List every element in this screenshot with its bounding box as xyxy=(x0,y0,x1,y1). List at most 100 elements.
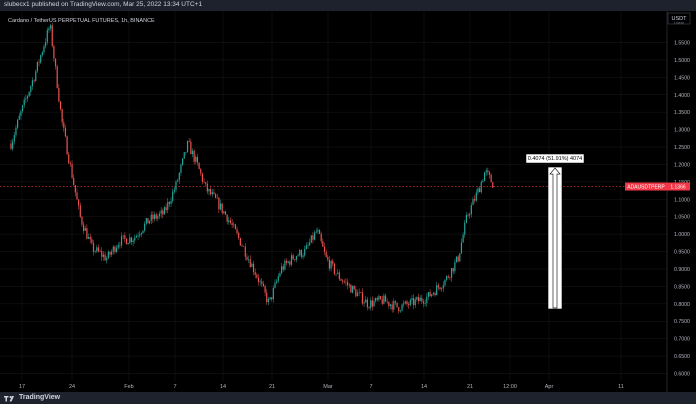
candle-body xyxy=(474,199,476,201)
candle-body xyxy=(330,260,332,269)
tradingview-brand[interactable]: TradingView xyxy=(19,394,61,401)
candle-body xyxy=(224,211,227,215)
candle-body xyxy=(149,220,151,224)
candle-body xyxy=(61,109,63,123)
x-tick-label: 21 xyxy=(269,384,275,390)
candle-body xyxy=(347,282,349,286)
candle-body xyxy=(464,222,466,235)
header-bar: slubecx1 published on TradingView.com, M… xyxy=(0,0,696,11)
candle-body xyxy=(343,281,345,283)
candle-body xyxy=(125,238,128,245)
candle-body xyxy=(337,272,339,274)
tradingview-logo-icon[interactable] xyxy=(4,395,16,402)
candle-body xyxy=(439,287,441,290)
candle-body xyxy=(190,141,192,155)
candle-body xyxy=(18,115,20,120)
candle-body xyxy=(386,301,388,303)
candle-body xyxy=(112,246,114,252)
candle-body xyxy=(236,229,238,234)
candle-body xyxy=(271,297,273,300)
candle-body xyxy=(26,96,29,99)
candle-body xyxy=(78,199,80,206)
candle-body xyxy=(487,170,489,173)
candle-body xyxy=(119,244,121,246)
x-tick-label: 17 xyxy=(19,384,25,390)
candle-body xyxy=(467,214,469,216)
y-tick-label: 0.7000 xyxy=(674,337,690,343)
candle-body xyxy=(348,284,350,286)
candle-body xyxy=(492,182,494,188)
candle-body xyxy=(74,185,76,193)
candle-body xyxy=(58,88,60,102)
candle-body xyxy=(361,292,364,304)
candle-body xyxy=(284,260,286,270)
candle-body xyxy=(307,245,309,246)
candle-body xyxy=(434,292,436,296)
candle-body xyxy=(368,307,370,308)
candle-body xyxy=(140,233,142,235)
candle-body xyxy=(203,181,205,183)
candle-body xyxy=(50,25,52,29)
candle-body xyxy=(304,249,306,256)
y-tick-label: 1.4500 xyxy=(674,75,690,81)
y-tick-label: 1.5000 xyxy=(674,58,690,64)
y-tick-label: 0.6000 xyxy=(674,372,690,378)
candle-body xyxy=(426,296,428,304)
candle-body xyxy=(259,281,261,283)
candle-body xyxy=(482,181,484,183)
candle-body xyxy=(310,235,312,243)
candle-body xyxy=(116,247,118,252)
candle-body xyxy=(342,280,344,282)
y-tick-label: 0.7500 xyxy=(674,319,690,325)
candle-body xyxy=(33,80,35,81)
candle-body xyxy=(404,301,406,304)
candle-body xyxy=(398,307,400,312)
candle-body xyxy=(279,273,281,277)
candle-body xyxy=(406,301,408,305)
candle-body xyxy=(132,240,134,243)
candle-body xyxy=(68,154,70,164)
candle-body xyxy=(299,250,301,256)
candle-body xyxy=(162,210,164,215)
candle-body xyxy=(89,237,91,240)
candle-body xyxy=(86,228,88,239)
candle-body xyxy=(177,180,179,182)
candle-body xyxy=(246,256,248,260)
candle-body xyxy=(150,214,152,221)
candle-body xyxy=(371,300,373,307)
candle-body xyxy=(41,52,43,56)
candle-body xyxy=(248,259,250,261)
candle-body xyxy=(409,300,411,306)
candle-body xyxy=(381,299,383,304)
footer-bar: TradingView xyxy=(0,392,696,404)
candle-body xyxy=(157,216,159,219)
candle-body xyxy=(282,266,284,270)
candle-body xyxy=(289,261,291,265)
candle-body xyxy=(447,276,449,278)
candle-body xyxy=(201,173,203,182)
candle-body xyxy=(144,223,146,231)
candle-body xyxy=(444,279,446,286)
candle-body xyxy=(145,218,147,224)
candle-body xyxy=(48,28,50,31)
candle-body xyxy=(332,260,334,264)
candle-body xyxy=(327,256,329,260)
candle-body xyxy=(243,246,245,247)
currency-badge[interactable] xyxy=(667,12,691,25)
price-chart[interactable]: 0.4074 (51.91%) 4074 Cardano / TetherUS … xyxy=(0,11,696,392)
candle-body xyxy=(153,214,156,220)
candle-body xyxy=(455,256,458,263)
candle-body xyxy=(59,101,62,110)
candle-body xyxy=(221,203,223,213)
candle-body xyxy=(437,285,439,288)
candle-body xyxy=(135,235,137,238)
y-tick-label: 1.2500 xyxy=(674,145,690,151)
chart-area[interactable]: 0.4074 (51.91%) 4074 Cardano / TetherUS … xyxy=(0,11,696,392)
candle-body xyxy=(165,207,167,210)
candle-body xyxy=(223,211,225,213)
candle-body xyxy=(45,42,47,47)
candle-body xyxy=(421,297,423,302)
y-tick-label: 0.8500 xyxy=(674,284,690,290)
candle-body xyxy=(429,292,431,297)
candle-body xyxy=(92,242,95,252)
